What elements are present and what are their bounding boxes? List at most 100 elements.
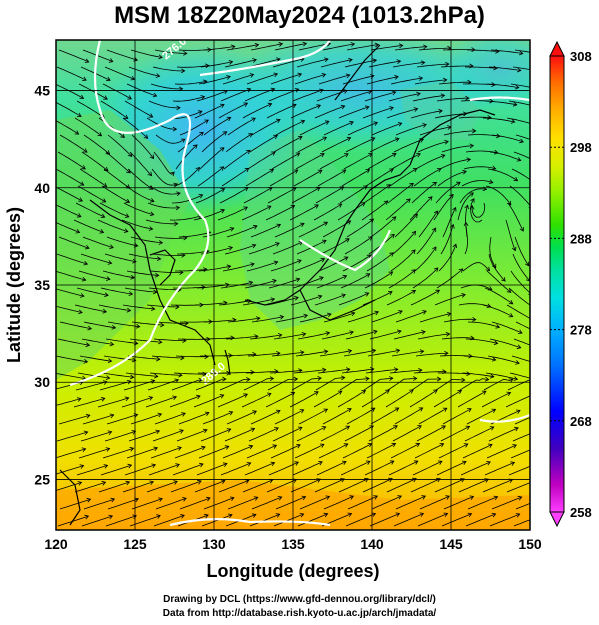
streamline [299,496,330,510]
streamline-arrowhead [81,447,87,452]
streamline [81,515,113,527]
streamline-arrowhead [200,95,206,100]
streamline-arrowhead [323,221,329,226]
streamline [482,117,515,123]
streamline [385,198,411,221]
streamline [318,74,350,85]
streamline-arrowhead [230,44,236,50]
streamline [59,498,91,510]
streamline-arrowhead [245,149,251,155]
streamline [58,414,90,425]
streamline [176,65,209,68]
streamline [274,223,305,238]
streamline [103,355,136,361]
streamline [417,141,449,153]
streamline [76,465,108,476]
streamline-arrowhead [360,202,366,207]
streamline [97,219,128,232]
streamline-arrowhead [123,228,129,233]
streamline [369,513,400,527]
streamline-arrowhead [318,461,323,466]
streamline [270,259,302,272]
streamline [99,380,131,391]
streamline-arrowhead [385,389,390,394]
streamline [290,478,321,493]
streamline [514,236,530,267]
streamline-arrowhead [343,256,349,261]
streamline-arrowhead [442,77,448,83]
streamline [290,295,322,306]
streamline [438,372,471,375]
streamline-arrowhead [541,70,545,74]
streamline [323,121,354,136]
streamline-arrowhead [472,316,477,322]
streamline-arrowhead [196,394,201,400]
streamline-arrowhead [317,376,322,381]
streamline-arrowhead [387,291,393,296]
streamline-arrowhead [513,176,519,182]
streamline-arrowhead [294,461,300,466]
streamline-arrowhead [436,376,442,382]
streamline-arrowhead [230,335,235,341]
streamline [417,513,448,527]
streamline [289,391,319,408]
streamline [197,166,224,187]
streamline [410,110,443,119]
streamline-arrowhead [229,227,235,232]
streamline-arrowhead [246,298,252,304]
streamline-arrowhead [251,513,257,518]
streamline-arrowhead [178,372,183,378]
streamline [436,461,467,476]
streamline-arrowhead [255,316,261,321]
streamline-arrowhead [248,280,254,286]
streamline [149,185,181,195]
streamline-arrowhead [105,375,111,380]
streamline [413,371,446,374]
streamline [386,108,418,119]
streamline-arrowhead [323,512,329,518]
streamline-arrowhead [535,462,539,466]
streamline-arrowhead [251,117,256,122]
streamline [242,298,275,306]
streamline-arrowhead [150,306,156,312]
streamline [340,460,371,476]
streamline-arrowhead [386,184,391,189]
streamline-arrowhead [147,171,153,177]
streamline [105,515,137,527]
streamline-arrowhead [391,442,397,448]
streamline [173,372,206,375]
streamline [148,464,180,476]
streamline [295,153,325,170]
streamline-arrowhead [420,60,426,66]
streamline-arrowhead [120,133,125,139]
streamline-arrowhead [252,410,257,415]
streamline-arrowhead [127,463,133,469]
streamline [131,134,154,159]
streamline-arrowhead [204,513,209,519]
streamline [79,168,107,187]
streamline-arrowhead [176,105,181,111]
streamline [150,447,182,459]
streamline [511,168,530,181]
streamline-arrowhead [158,497,163,502]
streamline-arrowhead [481,390,487,395]
streamline-arrowhead [220,208,226,214]
streamline-arrowhead [253,496,259,501]
streamline [171,379,203,391]
streamline-arrowhead [205,63,210,69]
streamline-arrowhead [339,186,345,191]
streamline-arrowhead [413,107,419,112]
streamline [467,321,500,328]
streamline-arrowhead [511,246,517,252]
credit-data-source: Data from http://database.rish.kyoto-u.a… [162,608,437,619]
streamline-arrowhead [252,224,258,230]
streamline-arrowhead [398,43,404,49]
x-axis-label: Longitude (degrees) [206,561,379,581]
streamline-arrowhead [506,391,512,397]
streamline-arrowhead [326,312,332,318]
streamline [314,294,346,306]
streamline-arrowhead [81,276,87,282]
streamline-arrowhead [143,134,149,139]
streamline [507,379,530,391]
streamline-arrowhead [84,514,90,520]
